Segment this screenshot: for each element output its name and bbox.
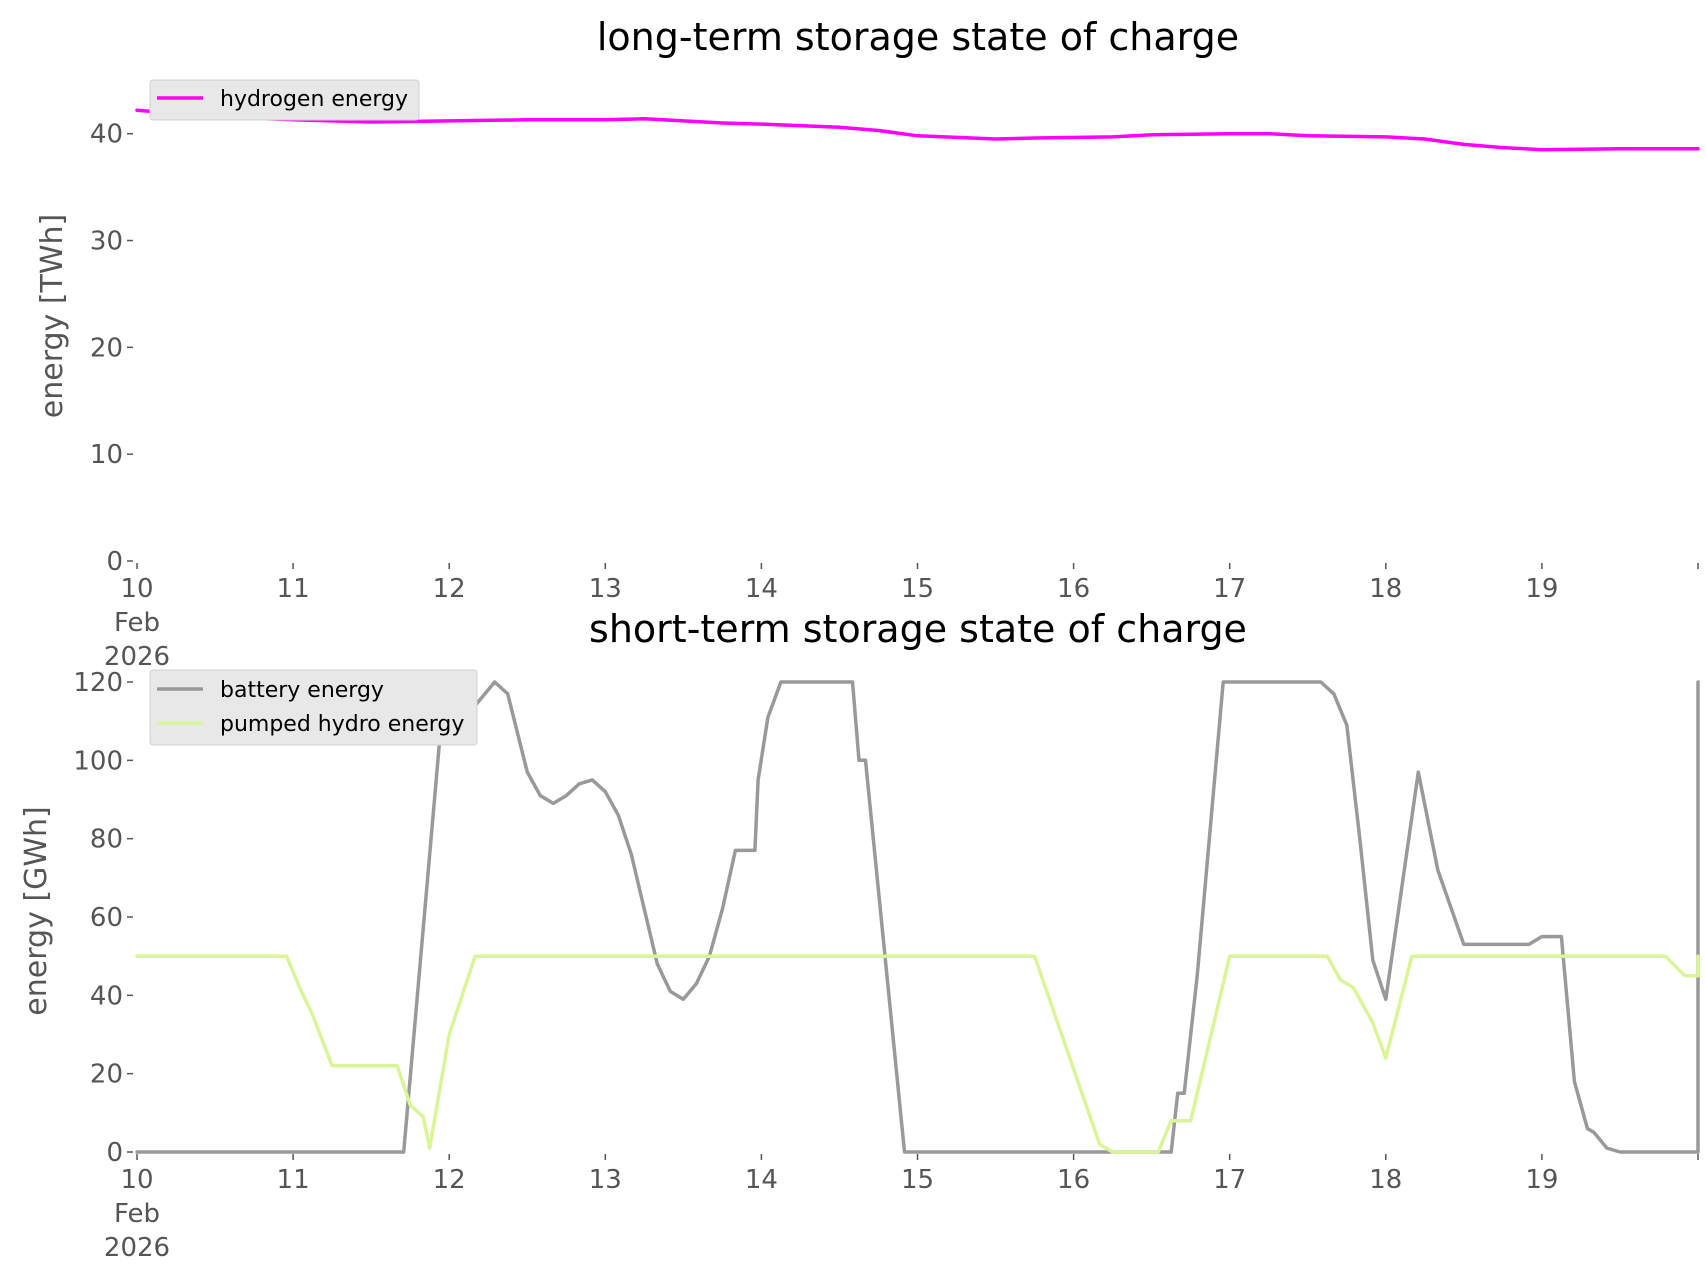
short-term-chart-title: short-term storage state of charge xyxy=(589,607,1247,651)
long-term-x-tick-label: 17 xyxy=(1213,574,1246,604)
long-term-x-tick-label: 19 xyxy=(1525,574,1558,604)
hydrogen-energy-legend-label: hydrogen energy xyxy=(220,87,408,112)
short-term-x-tick-label: 16 xyxy=(1057,1165,1090,1195)
long-term-chart-title: long-term storage state of charge xyxy=(597,15,1239,59)
short-term-x-tick-label: 18 xyxy=(1369,1165,1402,1195)
short-term-y-axis-label: energy [GWh] xyxy=(19,806,54,1015)
long-term-y-axis-label: energy [TWh] xyxy=(35,214,70,418)
long-term-legend: hydrogen energy xyxy=(149,79,420,121)
long-term-y-tick-label: 10 xyxy=(90,440,123,470)
short-term-y-tick-label: 20 xyxy=(90,1060,123,1090)
long-term-y-tick-label: 20 xyxy=(90,333,123,363)
short-term-y-tick-label: 120 xyxy=(73,668,123,698)
short-term-x-tick-label: 13 xyxy=(589,1165,622,1195)
short-term-x-tick-label: 14 xyxy=(745,1165,778,1195)
long-term-x-tick-label: 18 xyxy=(1369,574,1402,604)
long-term-x-tick-label: 10 xyxy=(120,574,153,604)
long-term-y-tick-label: 30 xyxy=(90,227,123,257)
short-term-y-tick-label: 80 xyxy=(90,825,123,855)
long-term-y-tick-label: 40 xyxy=(90,120,123,150)
short-term-x-tick-label: 11 xyxy=(277,1165,310,1195)
short-term-x-tick-label: 17 xyxy=(1213,1165,1246,1195)
hydrogen-energy-line xyxy=(135,108,1700,152)
short-term-legend: battery energy pumped hydro energy xyxy=(149,669,478,746)
long-term-x-tick-label: 14 xyxy=(745,574,778,604)
short-term-x-tick-label: 19 xyxy=(1525,1165,1558,1195)
pumped-hydro-energy-legend-label: pumped hydro energy xyxy=(220,712,464,737)
long-term-x-tick-label: 13 xyxy=(589,574,622,604)
short-term-y-tick-label: 0 xyxy=(106,1138,123,1168)
pumped-hydro-energy-line xyxy=(135,954,1700,1154)
short-term-x-tick-label: 15 xyxy=(901,1165,934,1195)
short-term-x-tick-label: Feb xyxy=(114,1199,160,1229)
short-term-y-tick-label: 40 xyxy=(90,981,123,1011)
short-term-x-tick-label: 2026 xyxy=(104,1233,170,1263)
long-term-x-tick-label: 12 xyxy=(433,574,466,604)
short-term-x-tick-label: 10 xyxy=(120,1165,153,1195)
long-term-x-tick-label: 11 xyxy=(277,574,310,604)
short-term-chart: short-term storage state of charge energ… xyxy=(19,607,1700,1263)
short-term-y-tick-label: 60 xyxy=(90,903,123,933)
long-term-y-tick-label: 0 xyxy=(106,547,123,577)
short-term-x-tick-label: 12 xyxy=(433,1165,466,1195)
long-term-x-tick-label: 16 xyxy=(1057,574,1090,604)
short-term-legend-box xyxy=(149,669,478,746)
long-term-chart: long-term storage state of charge energy… xyxy=(35,15,1700,672)
long-term-x-tick-label: Feb xyxy=(114,608,160,638)
long-term-x-tick-label: 2026 xyxy=(104,642,170,672)
battery-energy-legend-label: battery energy xyxy=(220,678,384,703)
battery-energy-line xyxy=(135,680,1700,1154)
short-term-y-tick-label: 100 xyxy=(73,746,123,776)
long-term-x-tick-label: 15 xyxy=(901,574,934,604)
long-term-legend-box xyxy=(149,79,420,121)
